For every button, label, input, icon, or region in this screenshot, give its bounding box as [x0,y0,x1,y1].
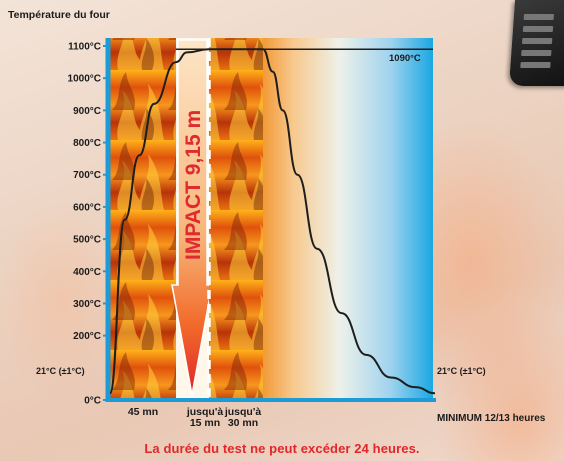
x-segment-label: 45 mn [128,406,158,418]
fire-panel-right [209,38,263,400]
top-value-annotation: 1090°C [389,53,421,64]
x-end-label: MINIMUM 12/13 heures [437,413,546,424]
y-tick-label: 400°C [73,267,101,278]
cooling-panel [263,38,433,400]
x-segment-label: jusqu'à [186,406,223,418]
x-segment-label: 15 mn [190,417,220,429]
y-tick-label: 500°C [73,235,101,246]
y-tick-label: 700°C [73,170,101,181]
x-segment-label: jusqu'à [224,406,261,418]
y-tick-label: 300°C [73,299,101,310]
impact-arrow [171,39,213,396]
right-ambient-annotation: 21°C (±1°C) [437,366,486,376]
y-tick-label: 200°C [73,331,101,342]
y-tick-label: 600°C [73,202,101,213]
fire-panel-left [110,38,176,400]
left-ambient-annotation: 21°C (±1°C) [36,366,85,376]
y-tick-label: 800°C [73,138,101,149]
y-tick-label: 900°C [73,106,101,117]
temperature-curve [109,48,436,395]
impact-label: IMPACT 9,15 m [182,110,205,260]
x-segment-label: 30 mn [228,417,258,429]
chart-title: Température du four [8,9,110,21]
footer-note: La durée du test ne peut excéder 24 heur… [144,441,420,456]
y-tick-label: 1100°C [68,42,101,53]
y-tick-label: 0°C [84,396,101,407]
y-tick-label: 1000°C [68,74,101,85]
